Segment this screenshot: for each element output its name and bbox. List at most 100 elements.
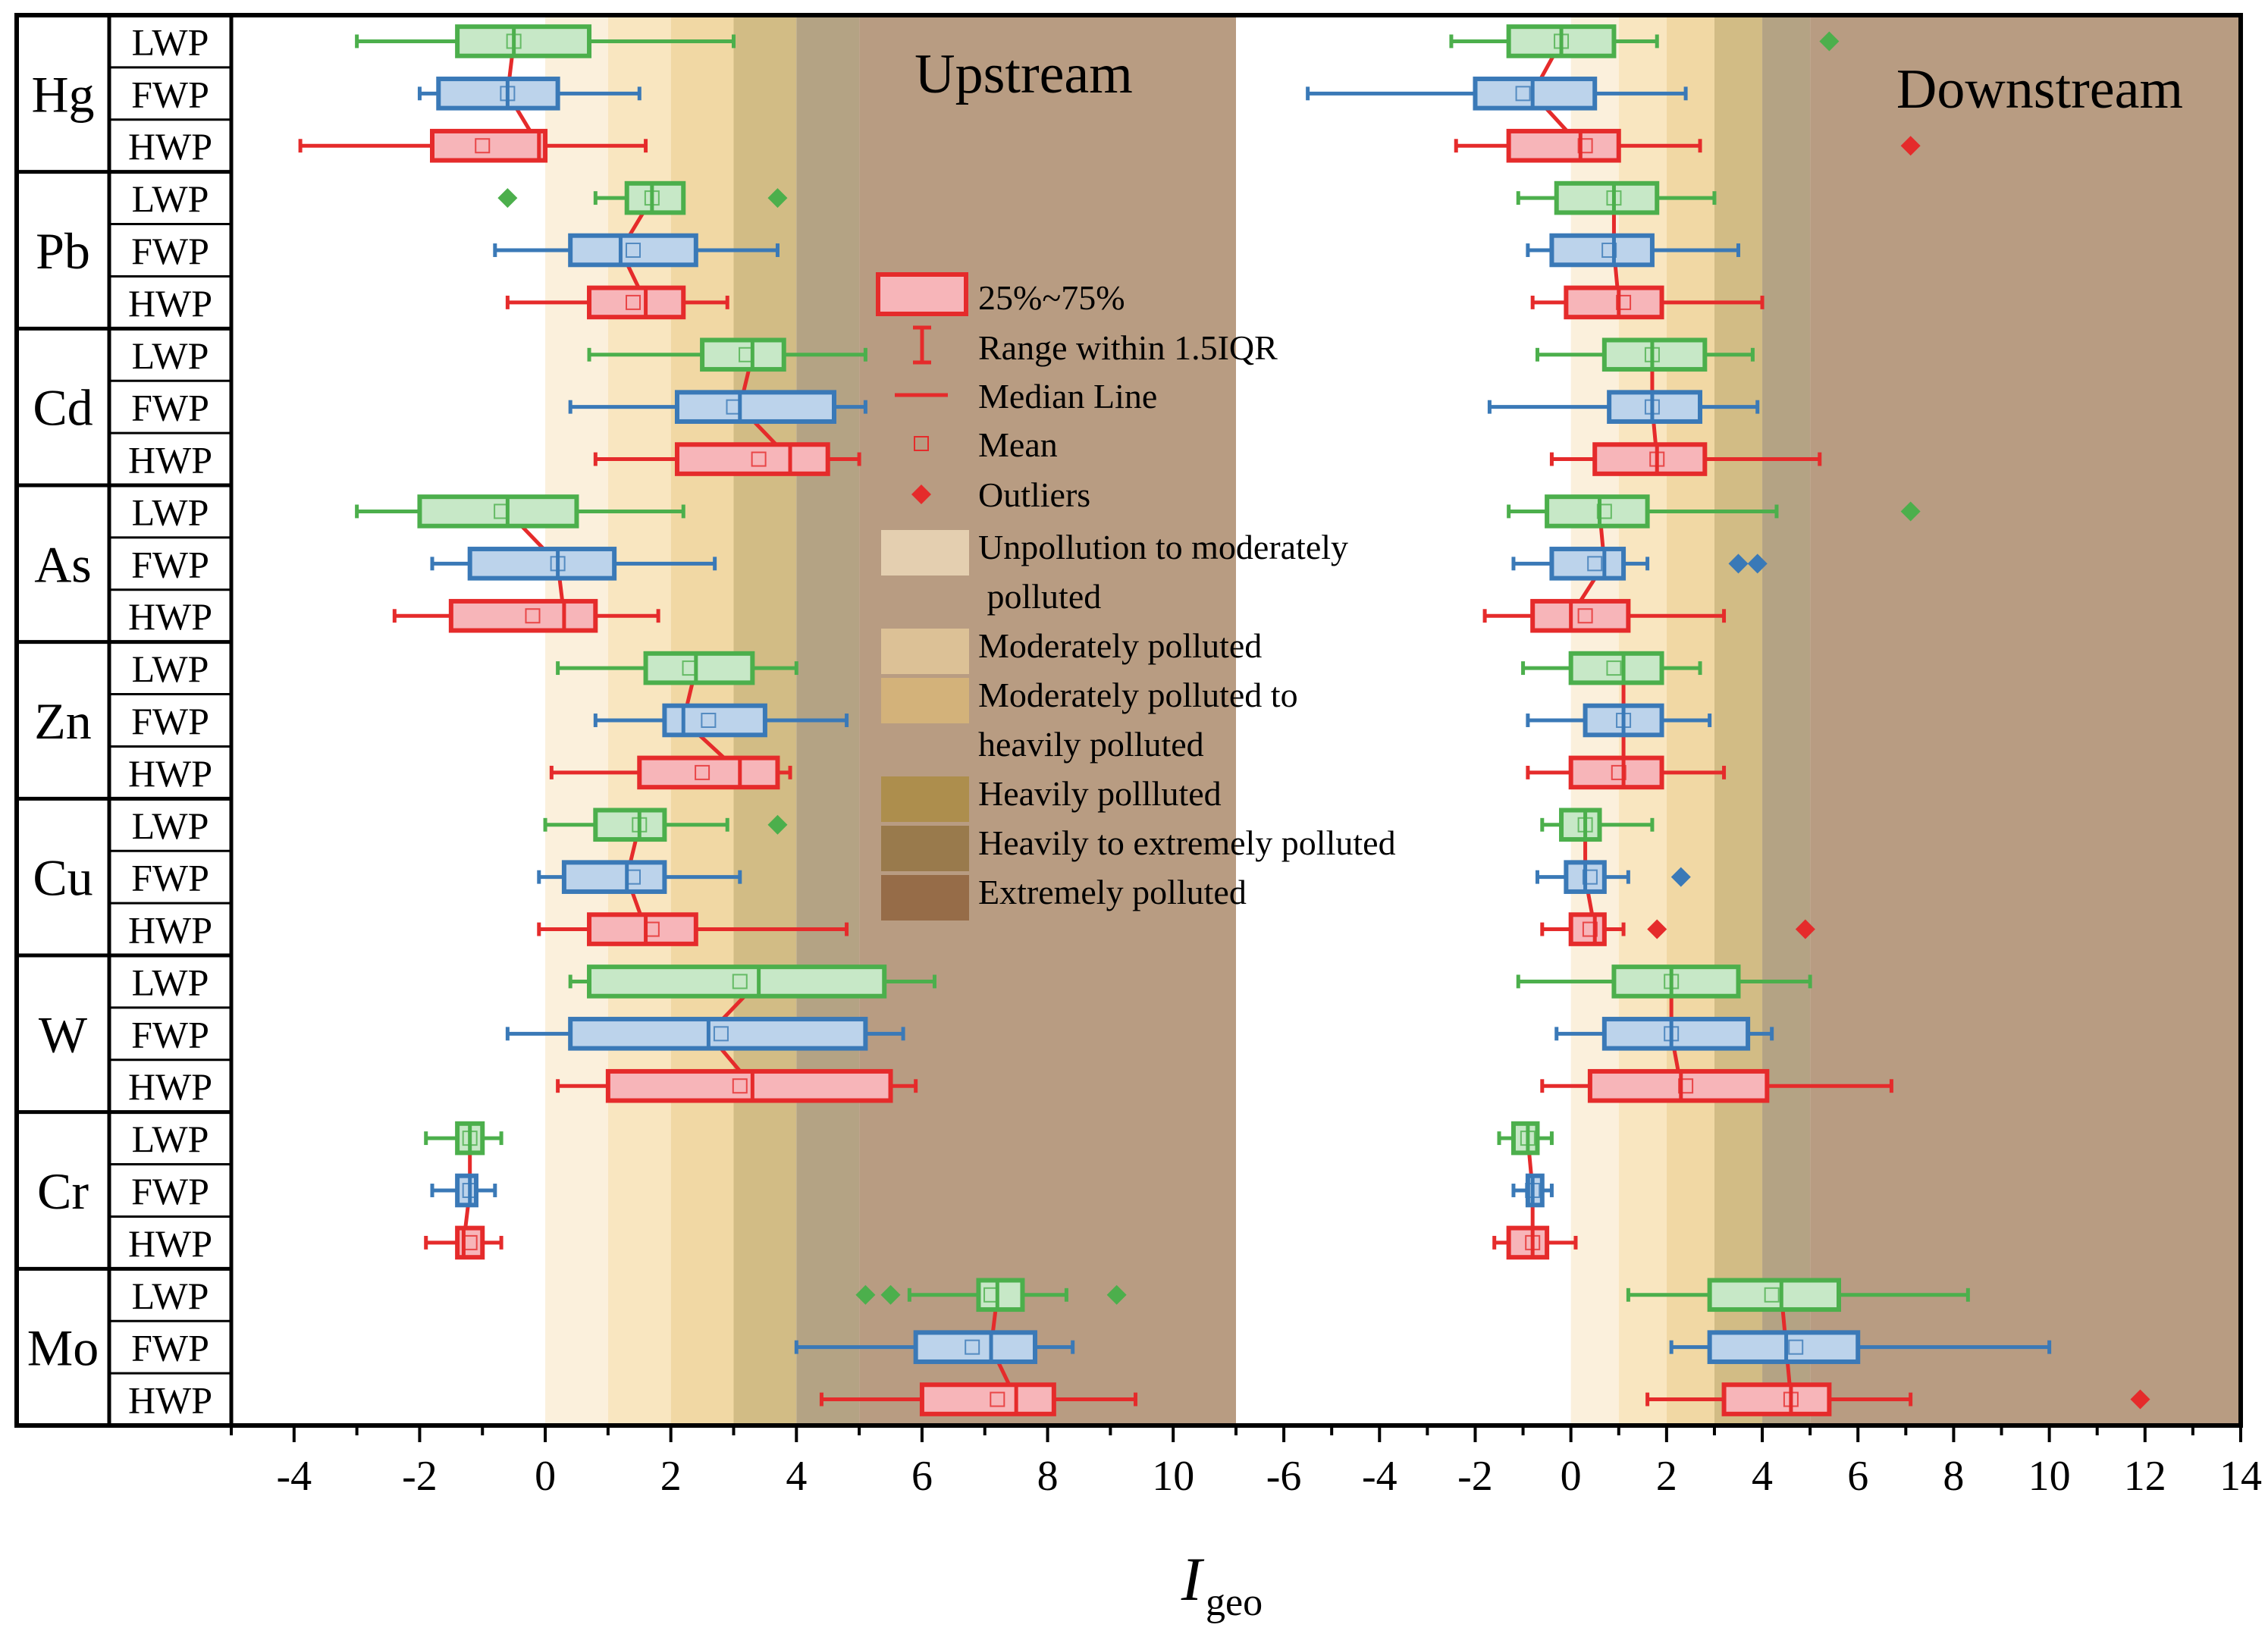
box-zn-fwp-up: [593, 703, 849, 738]
box-hg-fwp-down: [1306, 77, 1688, 111]
box-cr-hwp-down-iqr: [1506, 1225, 1550, 1260]
box-zn-lwp-up-iqr: [643, 651, 755, 685]
box-cd-fwp-up-iqr: [674, 390, 836, 424]
box-pb-hwp-up-mean: [626, 294, 641, 310]
x-axis-title-main: I: [1181, 1545, 1205, 1614]
legend-class-swatch-1: [881, 629, 969, 674]
box-pb-fwp-down-mean: [1601, 243, 1617, 258]
box-cu-fwp-down: [1536, 860, 1691, 894]
legend-class-label-1-0: Moderately polluted: [978, 626, 1262, 665]
box-pb-lwp-up: [497, 180, 788, 215]
element-label-hg: Hg: [31, 65, 94, 123]
box-cr-fwp-up: [430, 1173, 497, 1208]
tick-label-up-0: -4: [276, 1453, 312, 1500]
legend-median-label: Median Line: [978, 377, 1157, 416]
box-hg-hwp-down: [1454, 128, 1921, 163]
panel-title-upstream: Upstream: [914, 43, 1133, 105]
box-cu-hwp-down-outlier-1: [1795, 919, 1815, 939]
box-w-lwp-up-mean: [732, 974, 748, 989]
legend-mean-swatch: [914, 436, 929, 451]
element-label-cu: Cu: [33, 849, 93, 907]
tick-label-up-5: 6: [911, 1453, 933, 1500]
box-mo-hwp-up: [819, 1382, 1137, 1416]
tick-label-down-0: -6: [1266, 1453, 1302, 1500]
legend-class-label-4-0: Heavily to extremely polluted: [978, 823, 1396, 862]
box-cu-fwp-up: [537, 860, 742, 894]
box-w-fwp-up-iqr: [568, 1017, 868, 1051]
box-cd-hwp-down: [1549, 442, 1822, 476]
box-as-fwp-down-outlier-0: [1728, 554, 1749, 574]
box-mo-lwp-up-iqr: [976, 1278, 1025, 1313]
box-as-fwp-up-mean: [550, 556, 566, 572]
box-hg-hwp-up: [298, 128, 648, 163]
box-hg-hwp-down-iqr: [1506, 128, 1621, 163]
box-cd-fwp-down-iqr: [1607, 390, 1703, 424]
box-w-hwp-down-mean: [1678, 1078, 1694, 1094]
box-mo-lwp-up-outlier-1: [880, 1284, 901, 1305]
box-pb-lwp-up-outlier-1: [767, 188, 788, 209]
element-label-cd: Cd: [33, 379, 93, 437]
box-cd-lwp-up-iqr: [700, 337, 786, 372]
box-w-lwp-up-iqr: [587, 964, 887, 999]
box-cr-hwp-up-iqr: [455, 1225, 485, 1260]
box-as-fwp-down: [1511, 547, 1768, 581]
element-label-as: As: [34, 535, 92, 593]
box-w-lwp-up: [568, 964, 936, 999]
box-hg-lwp-down-mean: [1554, 33, 1570, 49]
box-cu-hwp-up: [537, 912, 849, 946]
tick-label-down-1: -4: [1362, 1453, 1398, 1500]
series-label-zn-fwp: FWP: [131, 700, 209, 742]
box-zn-lwp-down: [1521, 651, 1702, 685]
series-label-hg-hwp: HWP: [128, 125, 212, 168]
legend-class-label-2-1: heavily polluted: [978, 725, 1204, 764]
box-mo-lwp-up: [855, 1278, 1127, 1313]
box-cd-hwp-up: [593, 442, 861, 476]
box-cu-hwp-down-iqr: [1568, 912, 1607, 946]
tick-label-down-6: 6: [1847, 1453, 1868, 1500]
legend-outlier-swatch: [911, 485, 931, 504]
series-label-cr-hwp: HWP: [128, 1222, 212, 1265]
series-label-as-lwp: LWP: [132, 491, 209, 533]
box-zn-lwp-up-mean: [682, 660, 698, 676]
legend-mean-label: Mean: [978, 425, 1058, 464]
pollution-band-down-3: [1714, 15, 1763, 1425]
box-as-lwp-down: [1507, 494, 1921, 528]
series-label-pb-fwp: FWP: [131, 230, 209, 272]
box-cu-hwp-up-mean: [644, 921, 660, 937]
series-label-cr-lwp: LWP: [132, 1118, 209, 1160]
box-cd-lwp-down-iqr: [1601, 337, 1708, 372]
box-hg-lwp-up-mean: [506, 33, 522, 49]
box-mo-lwp-up-outlier-0: [855, 1284, 876, 1305]
box-cr-fwp-up-mean: [462, 1183, 478, 1198]
x-axis: -4 -2 0 2 4 6 8 10 -6 -4 -2 0 2 4 6 8 10 12 14: [230, 1425, 2262, 1500]
box-w-lwp-down-mean: [1664, 974, 1680, 989]
tick-label-up-1: -2: [402, 1453, 438, 1500]
legend-class-label-3-0: Heavily pollluted: [978, 774, 1222, 813]
box-mo-fwp-down: [1669, 1330, 2052, 1364]
box-cd-fwp-down: [1487, 390, 1760, 424]
box-hg-fwp-down-iqr: [1473, 77, 1598, 111]
box-mo-hwp-down: [1645, 1382, 2150, 1416]
box-pb-fwp-up-mean: [626, 243, 641, 258]
series-label-cd-fwp: FWP: [131, 387, 209, 429]
series-label-mo-lwp: LWP: [132, 1275, 209, 1317]
legend-box-label: 25%~75%: [978, 278, 1125, 317]
box-zn-fwp-up-mean: [701, 713, 717, 728]
tick-label-down-10: 14: [2219, 1453, 2262, 1500]
box-as-hwp-down: [1482, 598, 1727, 633]
box-as-hwp-up: [392, 598, 660, 633]
box-w-hwp-up: [556, 1068, 918, 1103]
box-as-fwp-up-iqr: [467, 547, 617, 581]
legend: 25%~75% Range within 1.5IQR Median Line Mea…: [876, 272, 1396, 920]
box-cu-hwp-up-iqr: [587, 912, 698, 946]
element-label-w: W: [39, 1005, 88, 1063]
box-zn-hwp-down-iqr: [1568, 755, 1664, 790]
box-w-fwp-down-iqr: [1601, 1017, 1751, 1051]
series-label-cd-lwp: LWP: [132, 334, 209, 377]
box-pb-lwp-up-mean: [644, 190, 660, 206]
tick-label-up-7: 10: [1152, 1453, 1194, 1500]
box-cu-lwp-up-iqr: [593, 808, 667, 842]
box-hg-fwp-up: [417, 77, 642, 111]
legend-class-label-0-0: Unpollution to moderately: [978, 528, 1348, 566]
box-cd-fwp-down-mean: [1644, 399, 1660, 415]
